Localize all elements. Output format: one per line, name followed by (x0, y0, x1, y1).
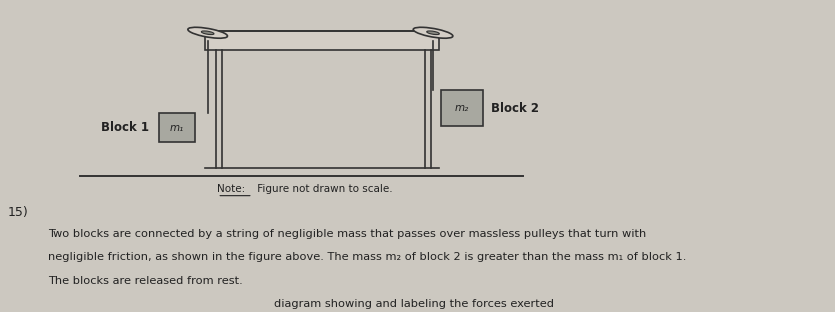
Bar (205, 31, 438, 50)
Ellipse shape (201, 31, 214, 35)
Text: Two blocks are connected by a string of negligible mass that passes over massles: Two blocks are connected by a string of … (48, 229, 646, 239)
Text: m₁: m₁ (170, 123, 185, 133)
Text: Block 2: Block 2 (491, 102, 539, 115)
Bar (159, 113, 195, 142)
Text: Figure not drawn to scale.: Figure not drawn to scale. (255, 184, 393, 194)
Ellipse shape (427, 31, 439, 35)
Ellipse shape (413, 27, 453, 38)
Text: diagram showing and labeling the forces exerted: diagram showing and labeling the forces … (274, 299, 554, 309)
Text: 15): 15) (8, 206, 28, 219)
Text: The blocks are released from rest.: The blocks are released from rest. (48, 276, 243, 286)
Text: Block 1: Block 1 (101, 121, 149, 134)
Text: negligible friction, as shown in the figure above. The mass m₂ of block 2 is gre: negligible friction, as shown in the fig… (48, 252, 686, 262)
Text: m₂: m₂ (455, 103, 469, 114)
Text: Note:: Note: (217, 184, 245, 194)
Bar (441, 90, 483, 126)
Ellipse shape (188, 27, 227, 38)
